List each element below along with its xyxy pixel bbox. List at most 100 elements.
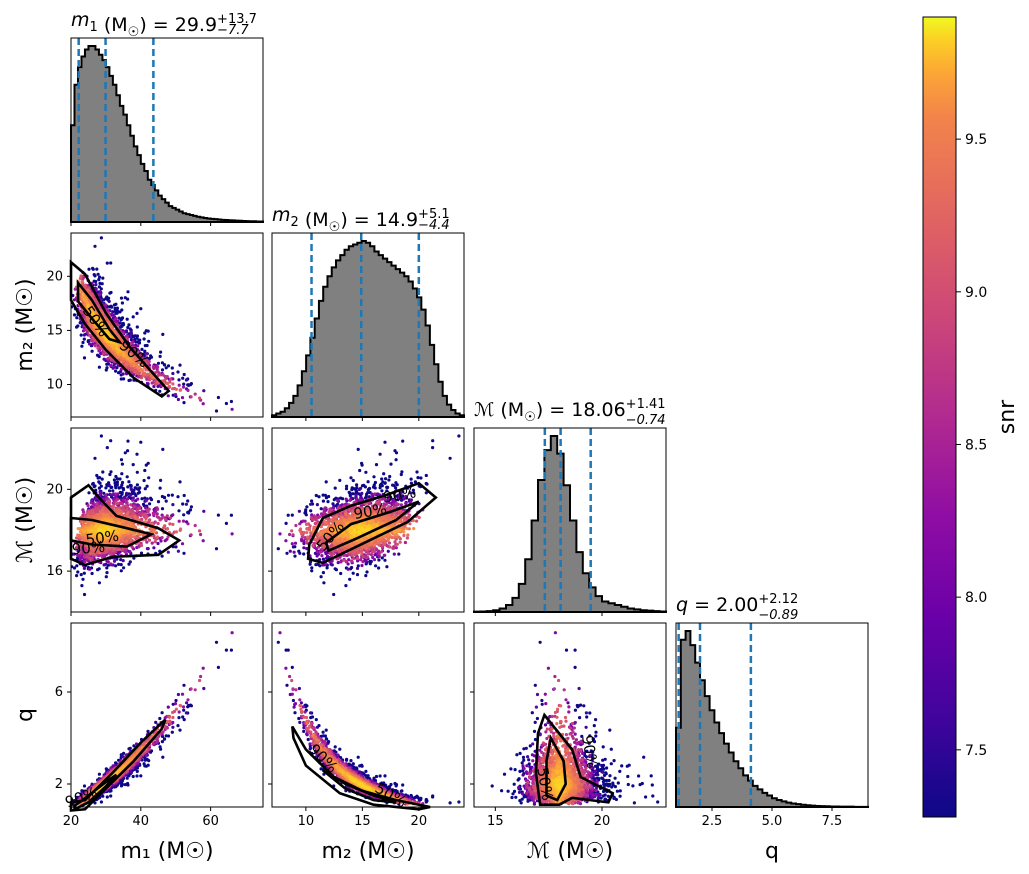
scatter-point <box>145 372 149 376</box>
scatter-point <box>137 352 142 356</box>
scatter-point <box>178 363 182 367</box>
scatter-point <box>112 314 116 318</box>
scatter-point <box>177 378 181 382</box>
scatter-point <box>135 483 139 487</box>
scatter-point <box>82 510 86 514</box>
scatter-point <box>146 510 150 514</box>
scatter-point <box>158 389 162 393</box>
scatter-point <box>214 547 219 551</box>
scatter-point <box>95 267 99 271</box>
scatter-point <box>156 507 160 511</box>
scatter-point <box>96 353 100 357</box>
scatter-point <box>166 493 171 497</box>
scatter-point <box>87 491 91 495</box>
scatter-point <box>158 354 162 358</box>
scatter-point <box>160 554 164 558</box>
scatter-point <box>102 357 106 361</box>
scatter-point <box>155 512 159 516</box>
scatter-point <box>182 493 186 498</box>
scatter-point <box>79 274 83 278</box>
scatter-point <box>133 369 137 373</box>
scatter-point <box>186 522 190 526</box>
scatter-point <box>146 329 150 333</box>
scatter-point <box>148 502 152 506</box>
scatter-point <box>125 317 129 321</box>
scatter-point <box>123 296 127 300</box>
scatter-point <box>95 502 99 506</box>
scatter-point <box>139 543 144 548</box>
scatter-point <box>128 483 132 487</box>
scatter-point <box>160 368 165 372</box>
scatter-point <box>121 505 125 509</box>
scatter-point <box>182 401 186 405</box>
scatter-point <box>145 484 149 488</box>
scatter-point <box>168 516 173 520</box>
scatter-point <box>123 348 127 352</box>
scatter-point <box>106 560 110 564</box>
scatter-point <box>179 388 183 392</box>
scatter-point <box>119 296 124 300</box>
scatter-point <box>82 566 86 571</box>
scatter-point <box>135 311 139 315</box>
scatter-point <box>182 513 186 517</box>
scatter-point <box>116 497 120 501</box>
scatter-point <box>104 493 108 497</box>
scatter-point <box>118 310 122 314</box>
scatter-point <box>159 478 163 482</box>
scatter-point <box>136 360 140 365</box>
scatter-point <box>82 592 87 597</box>
scatter-point <box>177 509 181 513</box>
scatter-point <box>167 384 171 388</box>
scatter-point <box>82 337 86 341</box>
scatter-point <box>198 396 202 400</box>
scatter-point <box>187 511 191 515</box>
scatter-point <box>88 333 92 337</box>
scatter-point <box>137 488 141 492</box>
scatter-point <box>104 368 108 372</box>
scatter-point <box>140 369 144 373</box>
scatter-point <box>125 362 129 366</box>
scatter-point <box>109 363 113 368</box>
scatter-point <box>155 515 159 519</box>
scatter-point <box>108 552 112 556</box>
scatter-point <box>97 278 101 282</box>
scatter-point <box>144 515 148 519</box>
scatter-point <box>91 511 95 515</box>
scatter-point <box>173 392 178 397</box>
scatter-point <box>98 481 102 485</box>
scatter-point <box>121 372 125 376</box>
scatter-point <box>136 535 140 540</box>
scatter-point <box>187 383 191 387</box>
scatter-point <box>216 513 220 517</box>
scatter-point <box>118 477 122 481</box>
scatter-point <box>113 484 118 488</box>
scatter-point <box>105 571 109 575</box>
scatter-point <box>122 377 126 381</box>
scatter-point <box>102 298 106 302</box>
scatter-point <box>139 307 143 311</box>
scatter-point <box>149 355 154 359</box>
scatter-point <box>106 357 110 361</box>
scatter-point <box>75 564 79 568</box>
scatter-point <box>82 315 86 319</box>
scatter-point <box>199 532 203 537</box>
scatter-point <box>150 381 154 385</box>
scatter-point <box>76 570 80 574</box>
scatter-point <box>115 557 119 561</box>
scatter-point <box>168 377 173 381</box>
scatter-point <box>101 276 105 280</box>
scatter-point <box>156 521 160 526</box>
scatter-point <box>96 476 100 480</box>
scatter-point <box>176 397 180 402</box>
scatter-point <box>114 302 118 306</box>
scatter-point <box>71 305 74 309</box>
scatter-point <box>93 484 97 488</box>
scatter-point <box>174 530 178 534</box>
scatter-point <box>152 529 156 534</box>
scatter-point <box>94 283 98 287</box>
scatter-point <box>128 327 132 331</box>
scatter-point <box>151 511 155 515</box>
scatter-point <box>129 330 133 334</box>
scatter-point <box>105 446 109 450</box>
scatter-point <box>88 510 92 514</box>
